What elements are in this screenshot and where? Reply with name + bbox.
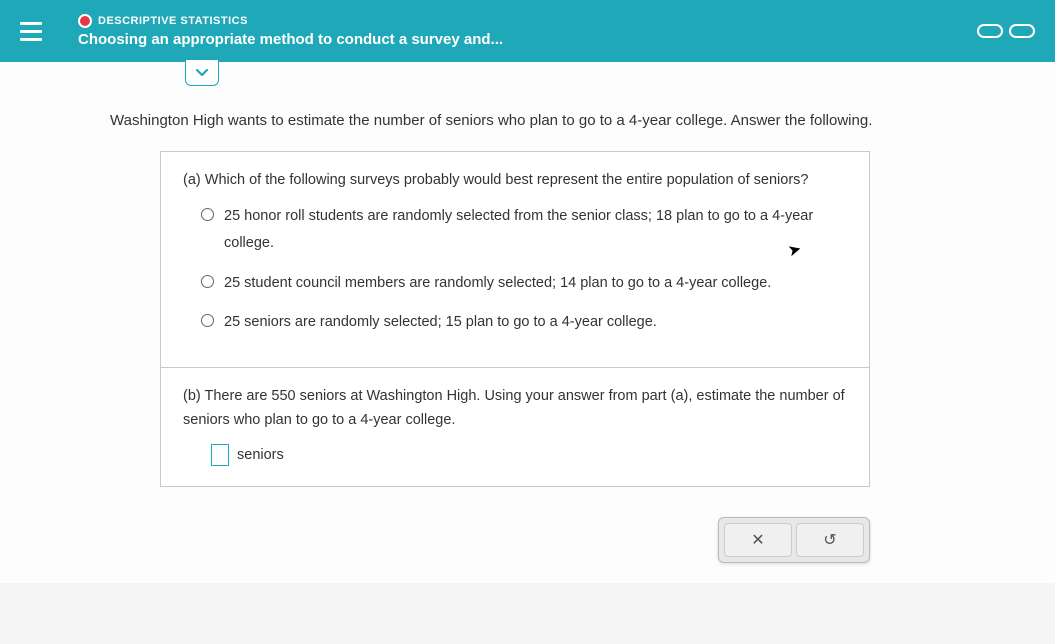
x-icon: ✕ [751,530,764,550]
radio-option[interactable]: 25 student council members are randomly … [201,270,847,298]
reset-icon: ↺ [823,530,836,550]
question-box: (a) Which of the following surveys proba… [160,151,870,487]
action-bar: ✕ ↺ [160,517,870,563]
radio-icon [201,314,214,327]
lesson-title: Choosing an appropriate method to conduc… [78,31,977,48]
answer-row: seniors [211,443,847,468]
app-header: DESCRIPTIVE STATISTICS Choosing an appro… [0,0,1055,62]
record-dot-icon [78,14,92,28]
reset-button[interactable]: ↺ [796,523,864,557]
intro-text: Washington High wants to estimate the nu… [110,112,945,129]
option-text: 25 seniors are randomly selected; 15 pla… [224,309,657,337]
expand-tab[interactable] [185,60,219,86]
window-control-pill[interactable] [1009,24,1035,38]
part-b-prompt: There are 550 seniors at Washington High… [183,388,845,429]
radio-icon [201,208,214,221]
option-text: 25 honor roll students are randomly sele… [224,203,847,258]
window-controls [977,24,1035,38]
seniors-input[interactable] [211,444,229,466]
radio-icon [201,275,214,288]
clear-button[interactable]: ✕ [724,523,792,557]
header-text-block: DESCRIPTIVE STATISTICS Choosing an appro… [78,14,977,48]
menu-icon[interactable] [20,17,48,45]
radio-option[interactable]: 25 honor roll students are randomly sele… [201,203,847,258]
part-a-label: (a) [183,172,201,188]
window-control-pill[interactable] [977,24,1003,38]
unit-label: seniors [237,443,284,468]
option-text: 25 student council members are randomly … [224,270,771,298]
content-area: Washington High wants to estimate the nu… [0,62,1055,583]
action-group: ✕ ↺ [718,517,870,563]
part-a: (a) Which of the following surveys proba… [161,152,869,367]
category-row: DESCRIPTIVE STATISTICS [78,14,977,28]
part-b-label: (b) [183,388,201,404]
chevron-down-icon [195,68,209,78]
part-a-options: 25 honor roll students are randomly sele… [201,203,847,337]
category-label: DESCRIPTIVE STATISTICS [98,15,248,27]
part-a-prompt: Which of the following surveys probably … [205,172,809,188]
radio-option[interactable]: 25 seniors are randomly selected; 15 pla… [201,309,847,337]
part-b: (b) There are 550 seniors at Washington … [161,367,869,486]
